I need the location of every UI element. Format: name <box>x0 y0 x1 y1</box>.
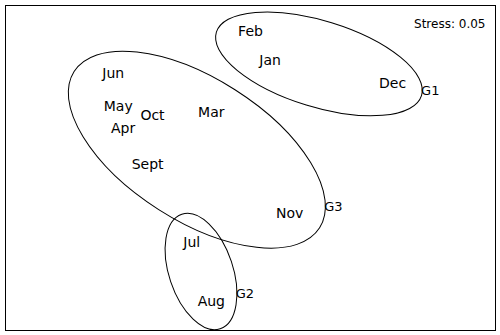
svg-text:G2: G2 <box>236 286 254 301</box>
svg-text:G3: G3 <box>324 199 342 214</box>
svg-text:Apr: Apr <box>111 120 135 136</box>
svg-text:May: May <box>104 98 133 114</box>
svg-text:Stress: 0.05: Stress: 0.05 <box>414 17 485 31</box>
svg-text:Jul: Jul <box>182 234 200 250</box>
svg-text:Feb: Feb <box>238 23 263 39</box>
svg-text:Jan: Jan <box>258 52 281 68</box>
svg-text:Aug: Aug <box>198 293 225 309</box>
svg-text:Jun: Jun <box>101 65 124 81</box>
svg-text:Dec: Dec <box>379 75 406 91</box>
svg-text:Sept: Sept <box>132 156 164 172</box>
svg-text:Nov: Nov <box>276 205 303 221</box>
svg-text:G1: G1 <box>421 83 439 98</box>
svg-text:Mar: Mar <box>198 104 225 120</box>
svg-text:Oct: Oct <box>140 107 165 123</box>
